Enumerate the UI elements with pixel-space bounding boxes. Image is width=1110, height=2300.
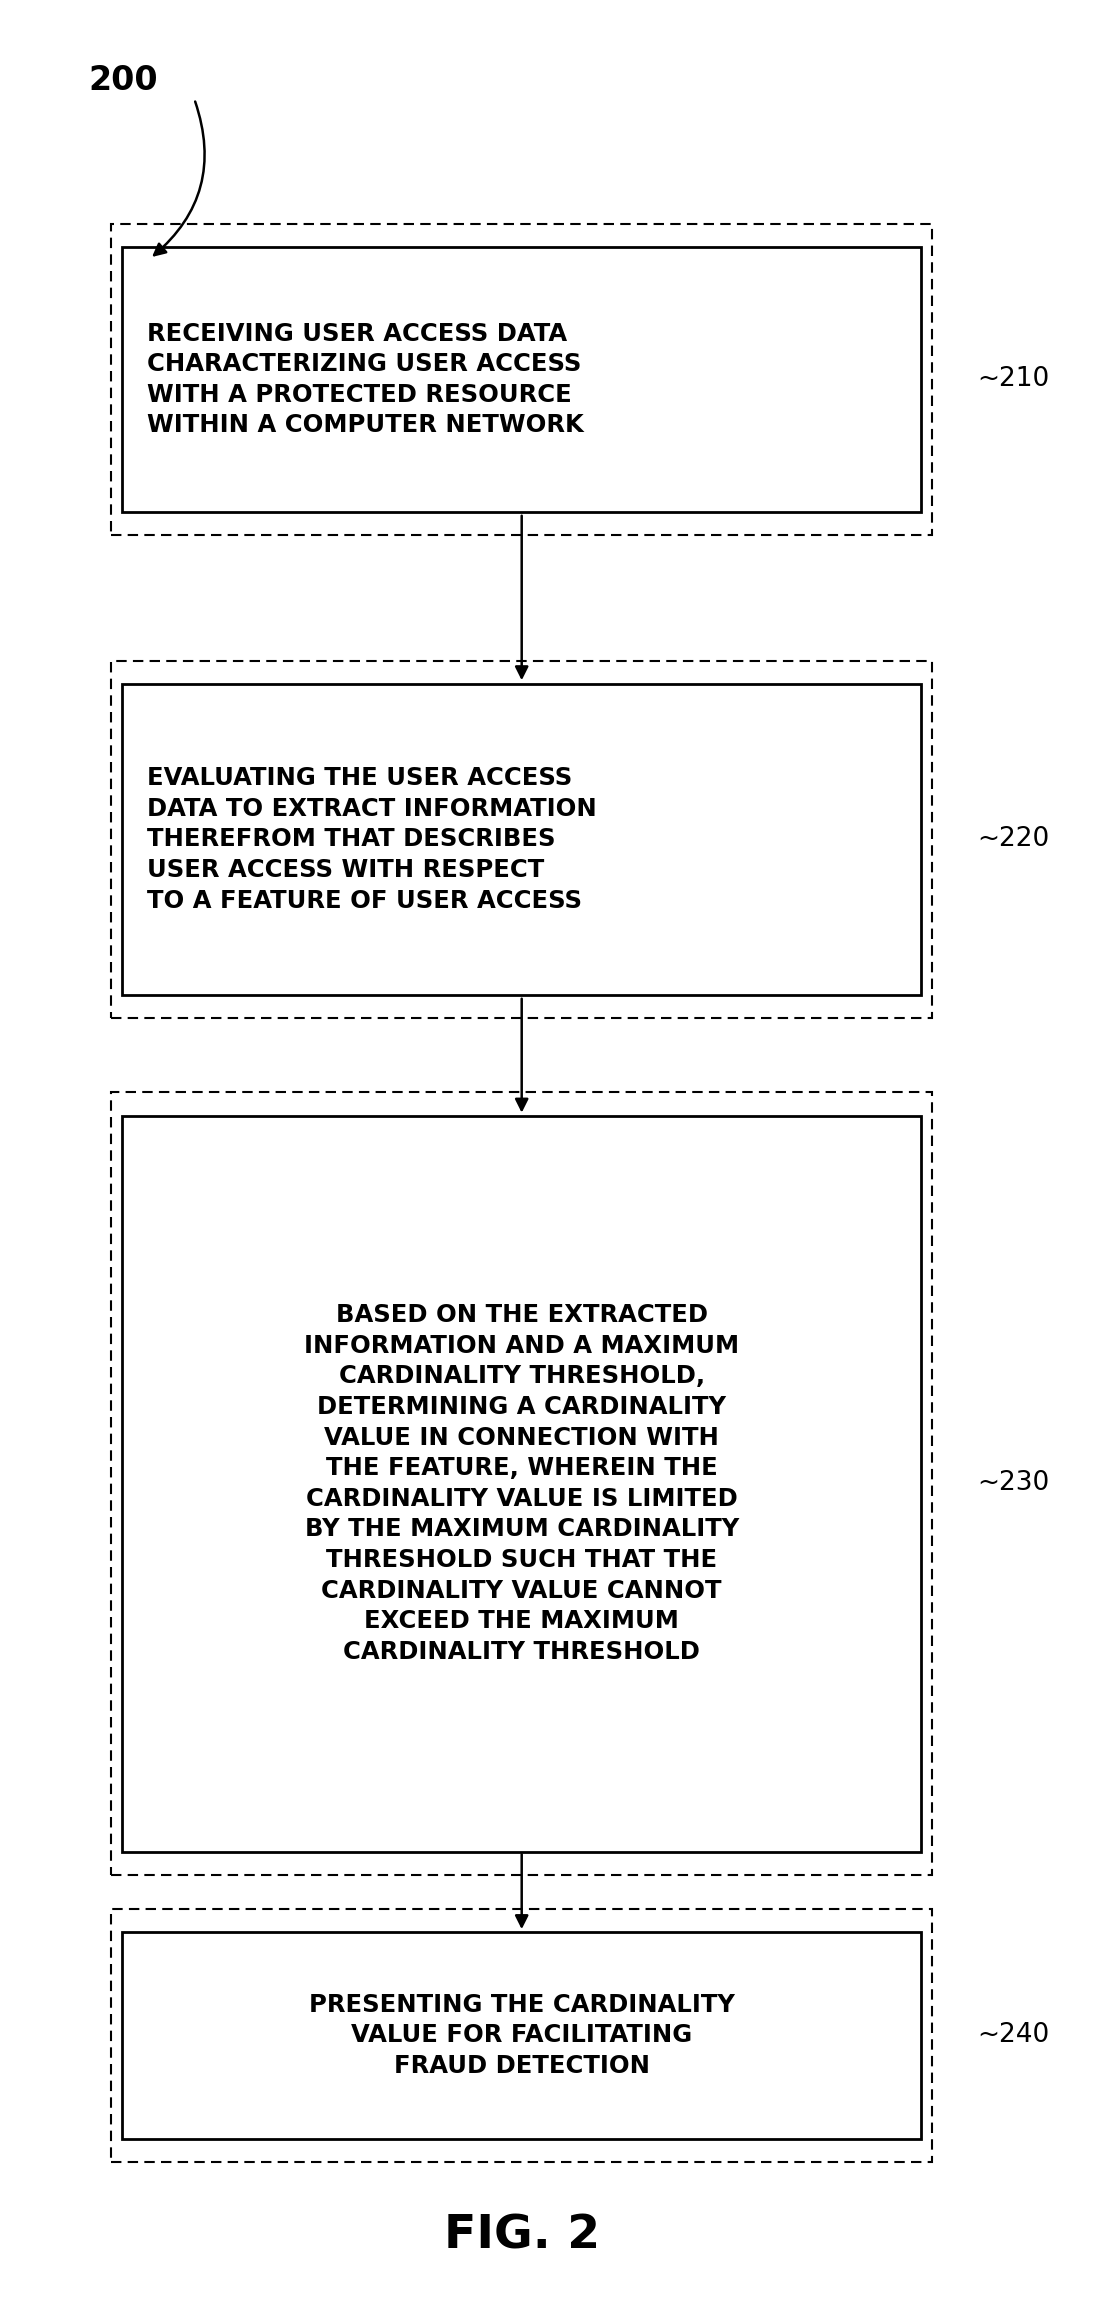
Text: ~230: ~230 <box>977 1470 1049 1497</box>
Bar <box>122 1116 921 1852</box>
Bar <box>111 1909 932 2162</box>
Text: ~240: ~240 <box>977 2022 1049 2049</box>
Text: 200: 200 <box>89 64 159 97</box>
Text: EVALUATING THE USER ACCESS
DATA TO EXTRACT INFORMATION
THEREFROM THAT DESCRIBES
: EVALUATING THE USER ACCESS DATA TO EXTRA… <box>147 766 596 913</box>
FancyArrowPatch shape <box>154 101 204 255</box>
Text: ~210: ~210 <box>977 366 1049 393</box>
Bar <box>111 662 932 1017</box>
Text: BASED ON THE EXTRACTED
INFORMATION AND A MAXIMUM
CARDINALITY THRESHOLD,
DETERMIN: BASED ON THE EXTRACTED INFORMATION AND A… <box>304 1302 739 1665</box>
Bar <box>122 246 921 511</box>
Bar <box>111 223 932 534</box>
Text: ~220: ~220 <box>977 826 1049 853</box>
Text: FIG. 2: FIG. 2 <box>444 2213 599 2259</box>
Text: RECEIVING USER ACCESS DATA
CHARACTERIZING USER ACCESS
WITH A PROTECTED RESOURCE
: RECEIVING USER ACCESS DATA CHARACTERIZIN… <box>147 322 583 437</box>
Bar <box>122 1932 921 2139</box>
Bar <box>122 685 921 994</box>
Bar <box>111 1092 932 1874</box>
Text: PRESENTING THE CARDINALITY
VALUE FOR FACILITATING
FRAUD DETECTION: PRESENTING THE CARDINALITY VALUE FOR FAC… <box>309 1992 735 2079</box>
